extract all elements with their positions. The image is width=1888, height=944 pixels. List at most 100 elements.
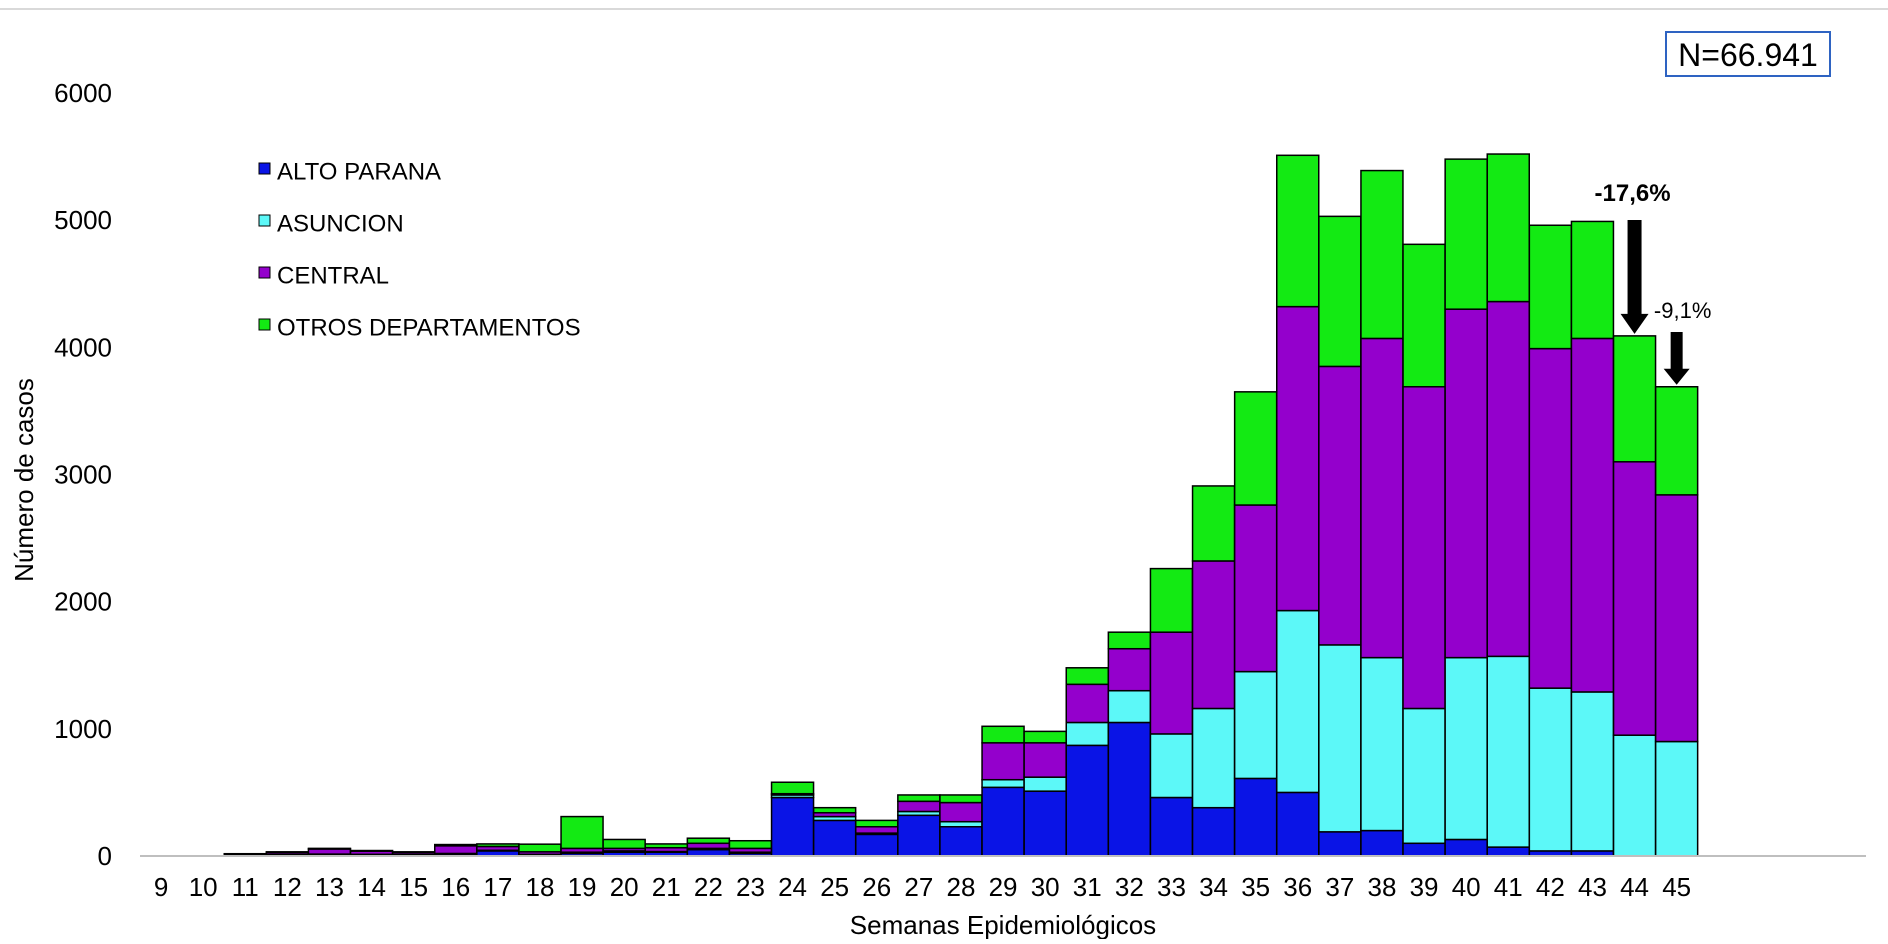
bar-segment: [1193, 708, 1235, 807]
bar-segment: [1150, 798, 1192, 856]
bar-segment: [1571, 221, 1613, 338]
bar-segment: [645, 844, 687, 848]
y-tick-label: 3000: [54, 460, 112, 490]
bar-segment: [687, 838, 729, 843]
y-tick-label: 5000: [54, 205, 112, 235]
bar-segment: [308, 848, 350, 849]
bar-segment: [1024, 791, 1066, 856]
bar-segment: [1361, 831, 1403, 856]
legend-swatch: [259, 215, 270, 226]
bar-segment: [1024, 743, 1066, 777]
bar-segment: [1277, 307, 1319, 611]
x-tick-label: 28: [946, 872, 975, 902]
x-tick-label: 20: [610, 872, 639, 902]
x-tick-label: 29: [989, 872, 1018, 902]
bar-segment: [1656, 495, 1698, 742]
bar-segment: [1403, 244, 1445, 386]
x-tick-label: 24: [778, 872, 807, 902]
x-tick-label: 33: [1157, 872, 1186, 902]
bar-segment: [435, 846, 477, 854]
bar-segment: [1445, 658, 1487, 840]
bar-segment: [393, 852, 435, 853]
bar-segment: [1108, 649, 1150, 691]
x-tick-label: 16: [441, 872, 470, 902]
bar-segment: [1656, 742, 1698, 856]
x-tick-label: 11: [232, 872, 259, 902]
x-tick-label: 14: [357, 872, 386, 902]
bar-segment: [1319, 645, 1361, 832]
bar-segment: [1277, 792, 1319, 856]
bar-segment: [1193, 561, 1235, 709]
bar-segment: [1066, 745, 1108, 856]
x-tick-label: 38: [1367, 872, 1396, 902]
legend-swatch: [259, 163, 270, 174]
bar-segment: [1361, 338, 1403, 657]
bar-segment: [224, 854, 266, 855]
bar-segment: [772, 782, 814, 793]
bar-segment: [687, 843, 729, 848]
x-tick-label: 22: [694, 872, 723, 902]
legend-label: OTROS DEPARTAMENTOS: [277, 314, 581, 341]
bar-segment: [1235, 505, 1277, 672]
bar-segment: [1403, 708, 1445, 843]
bar-segment: [1319, 366, 1361, 644]
bar-segment: [266, 852, 308, 853]
bar-segment: [898, 795, 940, 801]
bar-segment: [772, 798, 814, 856]
legend-label: ALTO PARANA: [277, 158, 441, 185]
x-tick-label: 39: [1410, 872, 1439, 902]
bar-segment: [1571, 338, 1613, 692]
bar-segment: [1487, 656, 1529, 847]
bar-segment: [1108, 722, 1150, 856]
bar-segment: [1108, 632, 1150, 649]
bar-segment: [1235, 672, 1277, 779]
bar-segment: [308, 849, 350, 854]
y-tick-label: 2000: [54, 587, 112, 617]
bar-segment: [982, 726, 1024, 743]
x-tick-label: 23: [736, 872, 765, 902]
bar-segment: [561, 817, 603, 849]
bar-segment: [940, 803, 982, 822]
bar-segment: [1529, 225, 1571, 348]
bar-segment: [1445, 159, 1487, 309]
x-tick-label: 44: [1620, 872, 1649, 902]
bar-segment: [856, 820, 898, 826]
bars-group: [224, 154, 1697, 856]
bar-segment: [982, 743, 1024, 780]
percent-change-label: -9,1%: [1654, 298, 1711, 323]
x-tick-label: 21: [652, 872, 681, 902]
x-tick-label: 45: [1662, 872, 1691, 902]
bar-segment: [940, 827, 982, 856]
bar-segment: [940, 822, 982, 827]
x-tick-label: 19: [568, 872, 597, 902]
bar-segment: [1656, 387, 1698, 495]
decrease-arrow-icon: [1664, 332, 1690, 385]
bar-segment: [1614, 735, 1656, 856]
bar-segment: [1403, 843, 1445, 856]
x-tick-label: 31: [1073, 872, 1102, 902]
bar-segment: [814, 820, 856, 856]
x-tick-label: 25: [820, 872, 849, 902]
x-tick-label: 42: [1536, 872, 1565, 902]
bar-segment: [1277, 155, 1319, 306]
bar-segment: [1614, 336, 1656, 462]
bar-segment: [1361, 658, 1403, 831]
bar-segment: [1571, 692, 1613, 851]
x-tick-label: 40: [1452, 872, 1481, 902]
bar-segment: [1066, 668, 1108, 685]
bar-segment: [1277, 611, 1319, 793]
percent-change-label: -17,6%: [1595, 180, 1671, 207]
y-tick-label: 1000: [54, 714, 112, 744]
bar-segment: [1319, 216, 1361, 366]
x-tick-label: 43: [1578, 872, 1607, 902]
bar-segment: [1193, 808, 1235, 856]
x-tick-label: 35: [1241, 872, 1270, 902]
x-tick-label: 34: [1199, 872, 1228, 902]
x-axis-title: Semanas Epidemiológicos: [850, 910, 1156, 939]
bar-segment: [982, 787, 1024, 856]
bar-segment: [1487, 847, 1529, 856]
bar-segment: [898, 815, 940, 856]
